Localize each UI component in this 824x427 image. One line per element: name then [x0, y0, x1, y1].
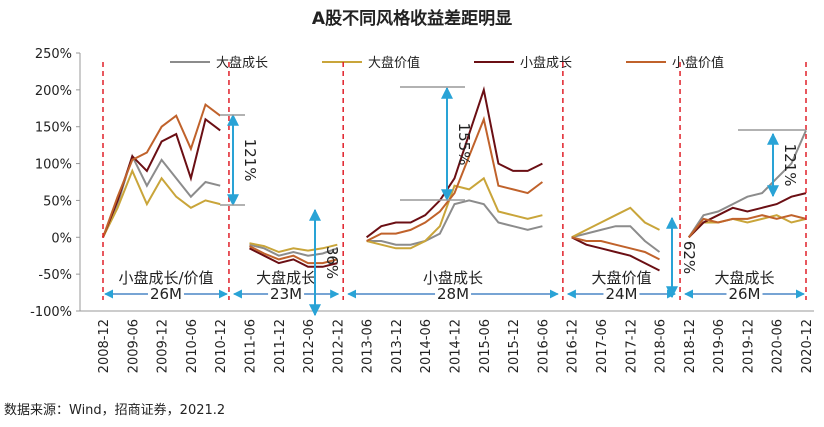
x-tick-label: 2018-12	[683, 319, 698, 373]
legend-label: 大盘成长	[216, 55, 268, 71]
x-tick-label: 2012-12	[331, 319, 346, 373]
x-tick-label: 2015-12	[507, 319, 522, 373]
y-tick-label: 0%	[51, 231, 72, 246]
duration-bg	[726, 286, 763, 302]
regime-label: 大盘价值	[591, 269, 651, 287]
duration-bg	[147, 286, 184, 302]
spread-label: 36%	[323, 246, 341, 279]
x-tick-label: 2011-06	[243, 319, 258, 373]
y-tick-label: -100%	[30, 305, 72, 320]
x-tick-label: 2011-12	[273, 319, 288, 373]
x-tick-label: 2010-06	[185, 319, 200, 373]
series-line	[102, 168, 807, 254]
regime-label: 大盘成长	[256, 269, 316, 287]
duration-bg	[268, 286, 305, 302]
y-tick-label: 100%	[35, 158, 72, 173]
source-note: 数据来源：Wind，招商证券，2021.2	[4, 402, 225, 418]
duration-label: 23M	[270, 285, 302, 303]
duration-label: 28M	[437, 285, 469, 303]
x-tick-label: 2019-06	[712, 319, 727, 373]
x-tick-label: 2017-12	[624, 319, 639, 373]
regime-label: 小盘成长/价值	[118, 269, 213, 287]
series-line	[102, 85, 807, 272]
legend-label: 小盘成长	[520, 55, 572, 71]
x-tick-label: 2010-12	[214, 319, 229, 373]
x-tick-label: 2008-12	[97, 319, 112, 373]
duration-label: 26M	[150, 285, 182, 303]
x-tick-label: 2012-06	[302, 319, 317, 373]
legend-label: 大盘价值	[368, 55, 420, 71]
y-tick-label: 50%	[43, 194, 72, 209]
y-tick-label: -50%	[38, 268, 72, 283]
spread-label: 121%	[781, 144, 799, 187]
x-tick-label: 2016-12	[566, 319, 581, 373]
x-tick-label: 2020-12	[800, 319, 815, 373]
series-line	[102, 129, 807, 257]
chart-title: A股不同风格收益差距明显	[312, 8, 512, 29]
duration-label: 26M	[728, 285, 760, 303]
x-tick-label: 2009-12	[156, 319, 171, 373]
spread-label: 155%	[455, 123, 473, 166]
x-tick-label: 2013-06	[361, 319, 376, 373]
legend-label: 小盘价值	[672, 55, 724, 71]
x-tick-label: 2009-06	[126, 319, 141, 373]
x-tick-label: 2014-12	[449, 319, 464, 373]
y-tick-label: 250%	[35, 47, 72, 62]
x-tick-label: 2017-06	[595, 319, 610, 373]
x-tick-label: 2019-12	[741, 319, 756, 373]
y-tick-label: 200%	[35, 84, 72, 99]
duration-bg	[603, 286, 640, 302]
series-line	[102, 102, 807, 265]
duration-label: 24M	[605, 285, 637, 303]
x-tick-label: 2015-06	[478, 319, 493, 373]
x-tick-label: 2016-06	[536, 319, 551, 373]
x-tick-label: 2020-06	[771, 319, 786, 373]
x-tick-label: 2014-06	[419, 319, 434, 373]
duration-bg	[435, 286, 472, 302]
regime-label: 大盘成长	[714, 269, 774, 287]
spread-label: 62%	[680, 241, 698, 274]
x-tick-label: 2018-06	[654, 319, 669, 373]
regime-label: 小盘成长	[423, 269, 483, 287]
x-tick-label: 2013-12	[390, 319, 405, 373]
spread-label: 121%	[241, 139, 259, 182]
y-tick-label: 150%	[35, 121, 72, 136]
